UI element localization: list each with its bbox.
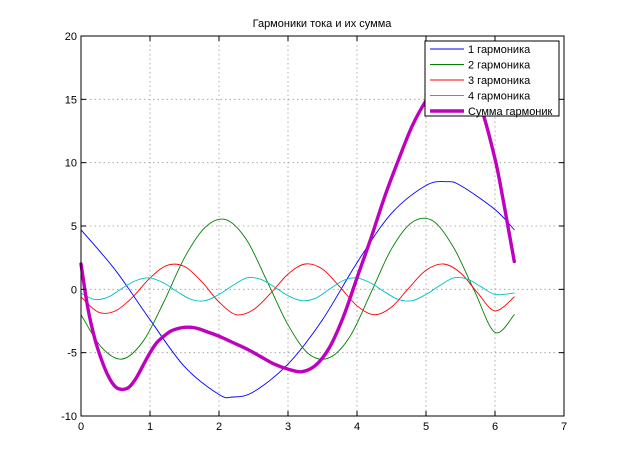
y-tick-label: 5 [71, 221, 77, 233]
x-tick-label: 1 [147, 421, 153, 433]
series-line [80, 277, 515, 302]
legend-label: Сумма гармоник [468, 106, 553, 118]
y-axis-tick-labels: -10 -5 0 5 10 15 20 [61, 31, 77, 423]
series-line [80, 181, 515, 399]
x-tick-label: 0 [78, 421, 84, 433]
x-tick-label: 3 [285, 421, 291, 433]
series-line [80, 217, 515, 360]
y-tick-label: 0 [71, 284, 77, 296]
chart-title: Гармоники тока и их сумма [253, 18, 393, 30]
x-tick-label: 2 [216, 421, 222, 433]
y-tick-label: 15 [65, 94, 77, 106]
legend: 1 гармоника 2 гармоника 3 гармоника 4 гармо… [424, 40, 560, 118]
y-tick-label: -10 [61, 411, 77, 423]
legend-box [424, 40, 560, 117]
legend-label: 1 гармоника [468, 44, 531, 56]
series-line [80, 263, 515, 316]
legend-label: 4 гармоника [468, 91, 531, 103]
x-tick-label: 5 [423, 421, 429, 433]
legend-entries: 1 гармоника 2 гармоника 3 гармоника 4 гармо… [430, 44, 553, 118]
y-tick-label: 10 [65, 158, 77, 170]
x-axis-tick-labels: 0 1 2 3 4 5 6 7 [78, 421, 567, 433]
y-tick-label: 20 [65, 31, 77, 43]
x-tick-label: 7 [561, 421, 567, 433]
axis-ticks [80, 35, 565, 417]
y-tick-label: -5 [67, 348, 77, 360]
legend-label: 2 гармоника [468, 60, 531, 72]
x-tick-label: 4 [354, 421, 360, 433]
x-tick-label: 6 [492, 421, 498, 433]
legend-label: 3 гармоника [468, 75, 531, 87]
